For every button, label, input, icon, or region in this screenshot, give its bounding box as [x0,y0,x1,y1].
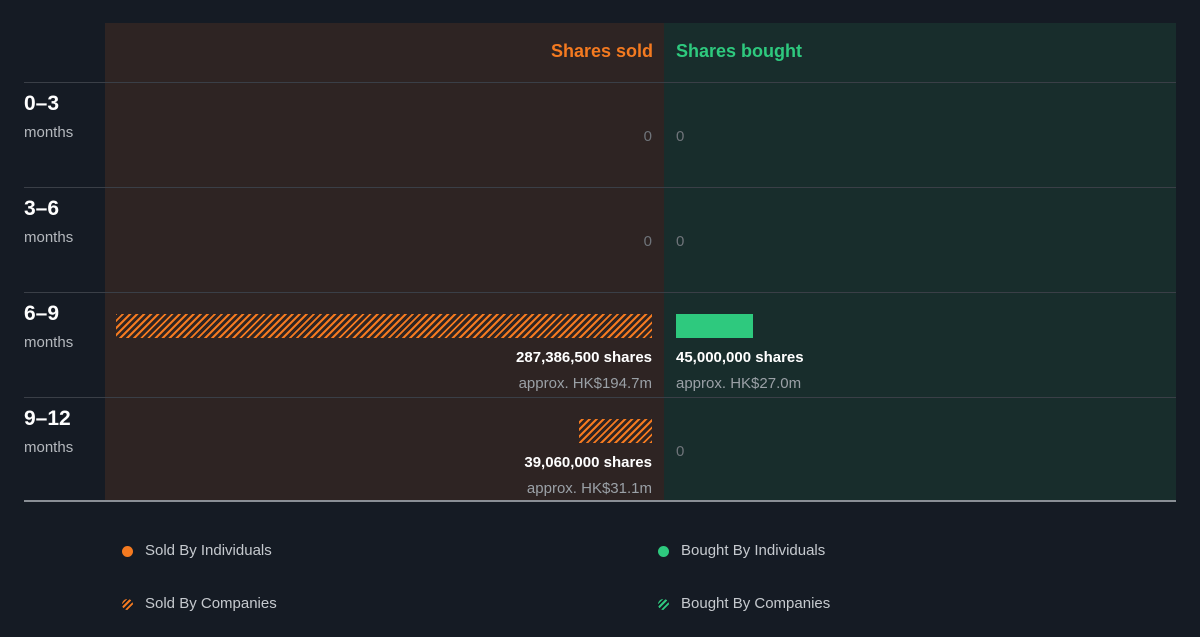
striped-dot-icon [658,598,669,610]
striped-dot-icon [122,598,133,610]
row-divider [24,397,1176,398]
sold-by-companies-bar [579,419,652,443]
sold-zero-value: 0 [643,233,652,250]
row-unit: months [24,334,74,351]
bought-by-individuals-bar [676,314,753,338]
row-divider [24,82,1176,83]
legend-bought-companies: Bought By Companies [658,595,830,613]
legend-label: Bought By Companies [681,595,831,612]
dot-icon [122,545,133,557]
bought-approx-value: approx. HK$27.0m [676,375,802,392]
row-range: 3–6 [24,197,60,220]
sold-zero-value: 0 [643,128,652,145]
bought-zero-value: 0 [676,443,685,460]
legend-bought-individuals: Bought By Individuals [658,542,825,560]
row-divider [24,187,1176,188]
shares-bought-column [664,23,1176,501]
legend-label: Bought By Individuals [681,542,826,559]
row-label: 9–12 months [24,406,104,458]
row-range: 9–12 [24,407,71,430]
row-range: 0–3 [24,92,60,115]
sold-shares-label: 287,386,500 shares [516,349,652,366]
legend-label: Sold By Individuals [145,542,272,559]
bought-shares-label: 45,000,000 shares [676,349,804,366]
shares-bought-header: Shares bought [676,41,803,61]
sold-shares-label: 39,060,000 shares [524,454,652,471]
legend-sold-companies: Sold By Companies [122,595,277,613]
sold-by-companies-bar [116,314,652,338]
row-unit: months [24,124,74,141]
row-label: 3–6 months [24,196,104,248]
chart-axis-line [24,500,1176,502]
shares-sold-column [105,23,664,501]
shares-sold-header: Shares sold [550,41,653,61]
row-divider [24,292,1176,293]
row-range: 6–9 [24,302,60,325]
bought-zero-value: 0 [676,233,685,250]
legend-label: Sold By Companies [145,595,277,612]
row-label: 0–3 months [24,91,104,143]
sold-approx-value: approx. HK$194.7m [518,375,652,392]
sold-approx-value: approx. HK$31.1m [526,480,652,497]
bought-zero-value: 0 [676,128,685,145]
row-label: 6–9 months [24,301,104,353]
dot-icon [658,545,669,557]
legend-sold-individuals: Sold By Individuals [122,542,272,560]
row-unit: months [24,229,74,246]
row-unit: months [24,439,74,456]
